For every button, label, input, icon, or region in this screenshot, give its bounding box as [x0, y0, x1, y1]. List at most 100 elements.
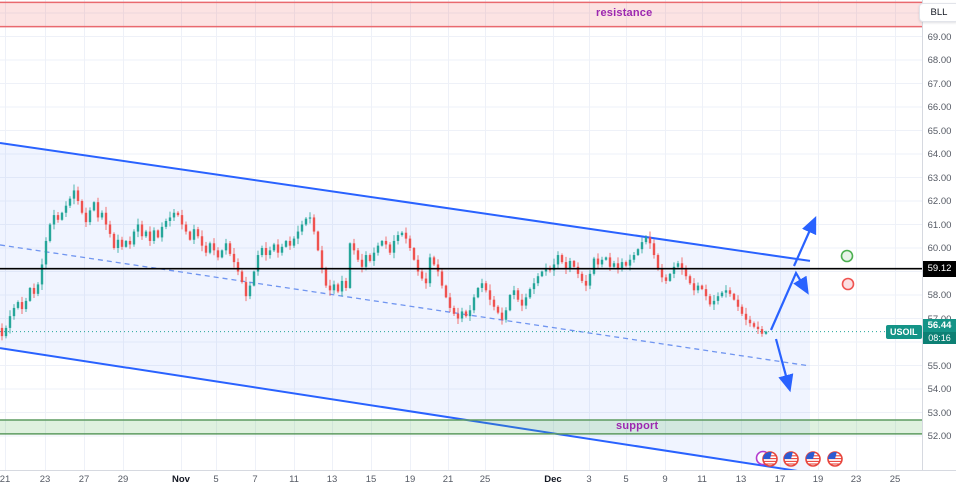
breakout-up-arrow[interactable]: [792, 215, 817, 267]
candle: [624, 262, 628, 266]
candle: [528, 289, 532, 298]
candle: [708, 296, 712, 305]
candle: [648, 237, 652, 244]
candle: [584, 280, 588, 286]
candle: [28, 287, 32, 301]
candle: [248, 285, 252, 297]
last-price-label: 56.44 08:16: [923, 318, 956, 344]
green-circle-marker[interactable]: [840, 249, 854, 263]
candle: [308, 217, 312, 219]
candle: [560, 255, 564, 263]
candle: [644, 237, 648, 243]
candle: [176, 212, 180, 216]
time-tick-label: 11: [697, 474, 707, 485]
candle: [740, 306, 744, 314]
time-tick-month-label: Dec: [544, 474, 562, 485]
price-tick-label: 60.00: [927, 243, 952, 254]
candle: [332, 284, 336, 291]
candle: [440, 271, 444, 286]
candle: [536, 276, 540, 284]
price-axis[interactable]: BLL 69.00 68.00 67.00 66.00 65.00 64.00 63.00 6…: [919, 0, 956, 470]
candle: [456, 313, 460, 319]
candle: [124, 240, 128, 247]
candle: [196, 229, 200, 237]
reject-bounce-arrow[interactable]: [769, 270, 809, 331]
us-flag-event-icon[interactable]: [827, 451, 843, 467]
candle: [728, 290, 732, 294]
candle: [376, 245, 380, 253]
price-tick-label: 67.00: [927, 78, 952, 90]
candle: [20, 302, 24, 310]
candle: [260, 248, 264, 256]
support-zone-fill[interactable]: [0, 420, 922, 434]
channel-fill[interactable]: [0, 142, 810, 470]
candle: [580, 273, 584, 281]
candle: [572, 260, 576, 267]
candle: [344, 280, 348, 288]
candle: [44, 240, 48, 265]
candle: [280, 246, 284, 253]
continuation-down-arrow[interactable]: [774, 338, 794, 393]
us-flag-event-icon[interactable]: [805, 451, 821, 467]
resistance-zone-label[interactable]: resistance: [596, 7, 653, 19]
chart-pane[interactable]: resistance support USOIL: [0, 0, 922, 470]
red-circle-marker[interactable]: [841, 277, 855, 291]
candle: [628, 259, 632, 266]
forecast-arrows[interactable]: [769, 215, 817, 393]
time-tick-label: 21: [0, 474, 11, 485]
time-tick-label: 5: [213, 474, 219, 485]
candle: [52, 215, 56, 225]
resistance-zone-fill[interactable]: [0, 2, 922, 27]
event-icons[interactable]: [755, 450, 843, 467]
candle: [460, 311, 464, 319]
time-tick-label: 23: [850, 474, 862, 485]
flag-canton: [827, 451, 837, 459]
us-flag-event-icon[interactable]: [783, 451, 799, 467]
price-tick-label: 66.00: [927, 102, 952, 113]
candlestick-chart[interactable]: [0, 0, 922, 470]
candle: [224, 243, 228, 251]
candle: [396, 235, 400, 241]
candle: [412, 248, 416, 260]
price-tick-label: 65.00: [927, 125, 952, 137]
candle: [204, 245, 208, 253]
candle: [200, 236, 204, 246]
candle: [60, 212, 64, 220]
candle: [516, 290, 520, 300]
candle: [416, 259, 420, 272]
candle: [120, 239, 124, 247]
candle: [736, 299, 740, 307]
time-axis[interactable]: 21 23 27 29 Nov 5 7 11 13 15 19 21 25 Dec 3 5 9 11 13 17 19 2…: [0, 470, 956, 489]
support-zone[interactable]: [0, 419, 922, 435]
price-tick-label: 55.00: [927, 360, 952, 372]
candle: [488, 290, 492, 300]
candle: [476, 287, 480, 298]
time-tick-label: 19: [404, 474, 416, 485]
candle: [596, 258, 600, 265]
horizontal-line-price-label: 59.12: [923, 260, 956, 277]
candle: [144, 231, 148, 237]
candle: [392, 240, 396, 253]
candle: [508, 295, 512, 311]
us-flag-event-icon[interactable]: [762, 451, 778, 467]
candle: [152, 230, 156, 241]
resistance-zone[interactable]: [0, 1, 922, 28]
candle: [720, 292, 724, 297]
price-tick-label: 64.00: [927, 149, 952, 160]
time-tick-label: 3: [586, 474, 592, 485]
candle: [24, 300, 28, 310]
candle: [364, 255, 368, 267]
time-tick-label: 13: [735, 474, 747, 485]
price-tick-label: 52.00: [927, 431, 952, 442]
support-zone-label[interactable]: support: [616, 420, 659, 432]
candle: [592, 258, 596, 274]
candle: [732, 293, 736, 300]
candle: [252, 271, 256, 286]
candle: [504, 310, 508, 320]
descending-channel-drawing[interactable]: [0, 141, 811, 470]
candle: [640, 242, 644, 250]
channel-midline[interactable]: [0, 244, 811, 367]
channel-upper-line[interactable]: [0, 141, 811, 262]
channel-lower-line[interactable]: [0, 347, 810, 470]
